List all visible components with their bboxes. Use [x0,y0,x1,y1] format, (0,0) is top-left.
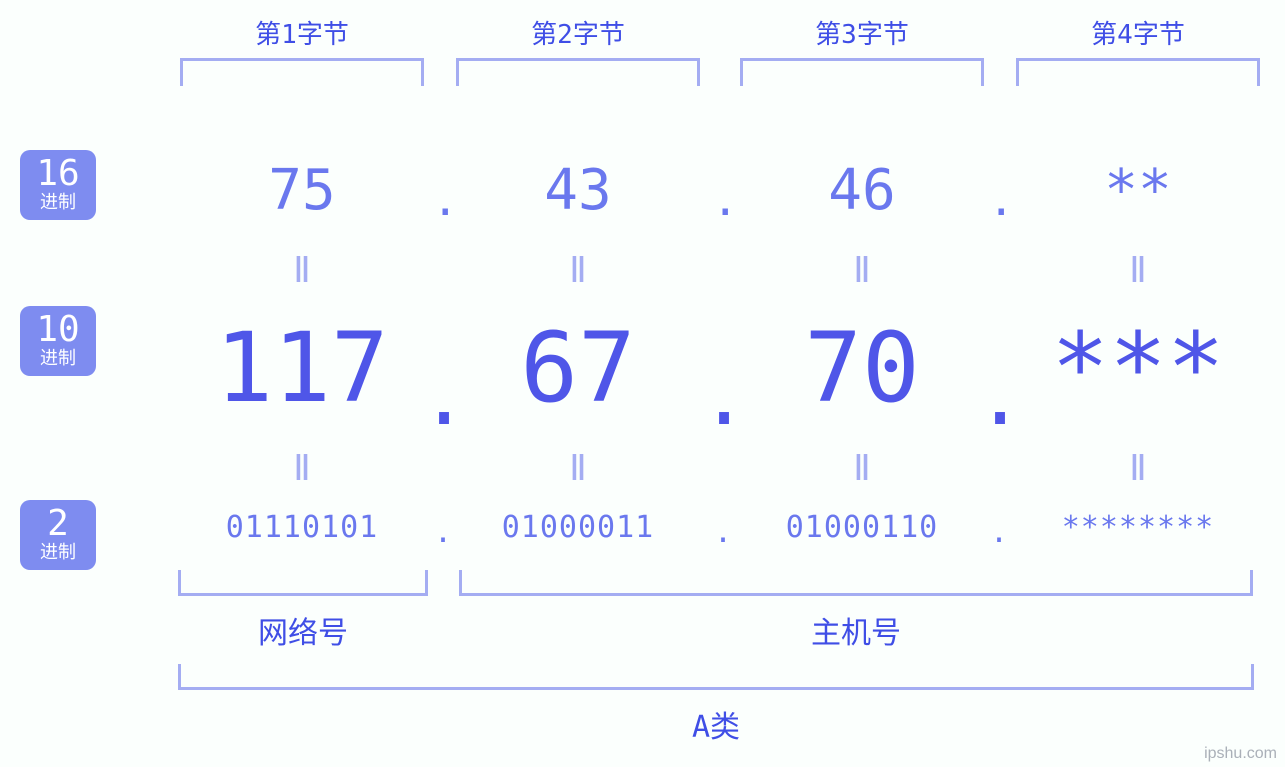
dot-hex-2: . [712,175,739,226]
equals-1-2: ǁ [448,250,708,291]
dot-dec-2: . [700,350,748,443]
hex-byte-2: 43 [448,158,708,223]
network-bracket [178,570,428,596]
network-label: 网络号 [178,608,428,652]
class-bracket [178,664,1254,690]
radix-tile-2-sub: 进制 [20,544,96,562]
byte-header-4: 第4字节 [1008,14,1268,51]
radix-tile-16-sub: 进制 [20,194,96,212]
dot-bin-2: . [714,515,732,550]
radix-tile-2-num: 2 [20,506,96,542]
equals-1-3: ǁ [732,250,992,291]
radix-tile-10-sub: 进制 [20,350,96,368]
dec-byte-4: *** [1008,312,1268,424]
bin-byte-1: 01110101 [172,510,432,545]
equals-2-4: ǁ [1008,448,1268,489]
dot-hex-1: . [432,175,459,226]
hex-byte-3: 46 [732,158,992,223]
hex-byte-1: 75 [172,158,432,223]
equals-2-1: ǁ [172,448,432,489]
bin-byte-4: ******** [1008,510,1268,545]
dec-byte-2: 67 [448,312,708,424]
byte-bracket-4 [1016,58,1260,86]
equals-1-1: ǁ [172,250,432,291]
host-label: 主机号 [459,608,1253,652]
dot-bin-1: . [434,515,452,550]
bin-byte-3: 01000110 [732,510,992,545]
dot-bin-3: . [990,515,1008,550]
bin-byte-2: 01000011 [448,510,708,545]
byte-bracket-2 [456,58,700,86]
hex-byte-4: ** [1008,158,1268,223]
class-label: A类 [178,702,1254,746]
equals-2-2: ǁ [448,448,708,489]
byte-bracket-1 [180,58,424,86]
radix-tile-2: 2 进制 [20,500,96,570]
dot-dec-1: . [420,350,468,443]
dot-dec-3: . [976,350,1024,443]
byte-bracket-3 [740,58,984,86]
dec-byte-1: 117 [172,312,432,424]
byte-header-3: 第3字节 [732,14,992,51]
dec-byte-3: 70 [732,312,992,424]
equals-1-4: ǁ [1008,250,1268,291]
radix-tile-16-num: 16 [20,156,96,192]
radix-tile-10: 10 进制 [20,306,96,376]
radix-tile-10-num: 10 [20,312,96,348]
byte-header-1: 第1字节 [172,14,432,51]
host-bracket [459,570,1253,596]
equals-2-3: ǁ [732,448,992,489]
dot-hex-3: . [988,175,1015,226]
radix-tile-16: 16 进制 [20,150,96,220]
byte-header-2: 第2字节 [448,14,708,51]
watermark-text: ipshu.com [1204,745,1277,763]
